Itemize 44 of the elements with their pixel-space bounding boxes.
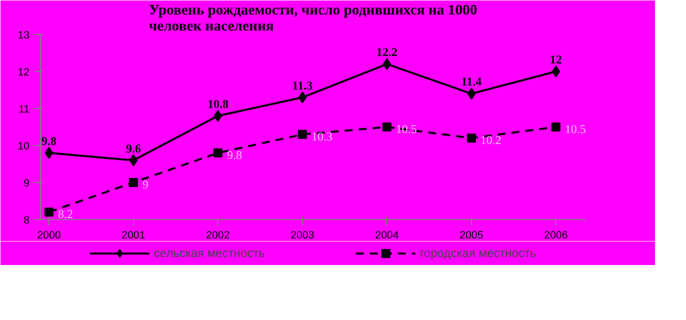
data-label: 9.6 (126, 141, 141, 156)
point (213, 148, 222, 158)
point (466, 134, 476, 143)
point (129, 154, 138, 166)
x-tick-label: 2006 (544, 230, 568, 242)
point (298, 91, 307, 104)
y-tick-label: 10 (18, 140, 30, 152)
legend-label: городская местность (420, 246, 536, 260)
data-label: 11.4 (461, 74, 482, 89)
x-tick-label: 2001 (122, 230, 146, 242)
data-label: 12.2 (376, 45, 398, 60)
data-label: 8.2 (58, 207, 73, 222)
data-label: 11.3 (292, 78, 313, 92)
point (44, 208, 54, 217)
y-tick-label: 13 (18, 30, 30, 42)
data-label: 10.5 (564, 122, 586, 136)
y-tick-label: 11 (18, 104, 30, 116)
x-tick-label: 2002 (206, 230, 230, 242)
point (552, 66, 560, 78)
point (214, 110, 222, 122)
x-tick-label: 2003 (290, 230, 314, 242)
point (44, 146, 54, 159)
point (298, 130, 307, 139)
point (467, 88, 476, 100)
data-label: 12 (550, 52, 562, 66)
x-tick-label: 2005 (460, 230, 484, 242)
chart-title: Уровень рождаемости, число родившихся на 1000 человек населения (148, 2, 478, 34)
x-tick-label: 2004 (375, 230, 399, 242)
y-tick-label: 9 (24, 178, 30, 190)
point (382, 122, 392, 132)
data-label: 10.2 (480, 133, 502, 148)
legend-label: сельская местность (154, 246, 265, 260)
x-tick-label: 2000 (37, 230, 61, 242)
y-tick-label: 8 (24, 214, 30, 226)
data-label: 9.8 (41, 134, 56, 148)
data-label: 10.3 (311, 129, 332, 144)
point (128, 178, 138, 187)
data-label: 10.5 (396, 122, 417, 136)
point (382, 58, 392, 70)
point (551, 122, 560, 132)
y-tick-label: 12 (18, 66, 30, 78)
data-label: 9 (142, 178, 148, 192)
data-label: 10.8 (207, 96, 228, 111)
data-label: 9.8 (226, 148, 242, 162)
